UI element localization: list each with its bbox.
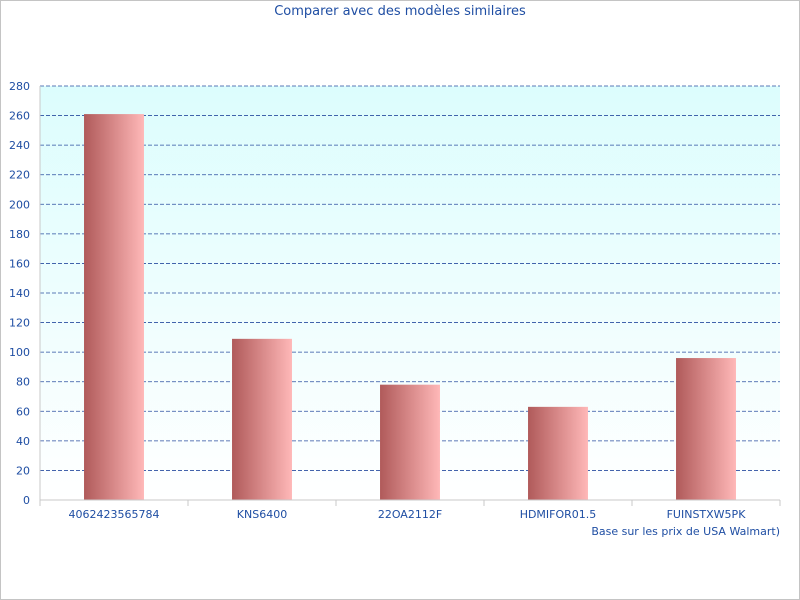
y-tick-label: 240 [9,139,30,152]
y-tick-label: 60 [16,405,30,418]
bar [676,358,736,500]
x-tick-label: HDMIFOR01.5 [520,508,597,521]
y-tick-label: 140 [9,287,30,300]
y-tick-labels: 0 20 40 60 80 100 120 140 160 180 200 220 240 260 280 [9,80,30,507]
y-tick-label: 100 [9,346,30,359]
bar [84,114,144,500]
x-axis-label: Base sur les prix de USA Walmart) [591,525,780,538]
y-tick-label: 40 [16,435,30,448]
y-tick-label: 180 [9,228,30,241]
y-tick-label: 80 [16,376,30,389]
x-tick-label: 22OA2112F [378,508,442,521]
x-tick-labels: 4062423565784 KNS6400 22OA2112F HDMIFOR01.5… [69,508,747,521]
x-tick-label: 4062423565784 [69,508,160,521]
bar [232,338,292,500]
y-tick-label: 220 [9,169,30,182]
y-tick-label: 0 [23,494,30,507]
axes [39,86,781,506]
x-tick-label: FUINSTXW5PK [667,508,747,521]
bar [528,406,588,500]
y-tick-label: 200 [9,198,30,211]
bars [84,114,736,500]
y-tick-label: 20 [16,464,30,477]
chart-title: Comparer avec des modèles similaires [274,4,526,19]
y-tick-label: 160 [9,257,30,270]
y-tick-label: 260 [9,110,30,123]
bar [380,384,440,500]
y-tick-label: 120 [9,317,30,330]
x-tick-label: KNS6400 [237,508,287,521]
y-tick-label: 280 [9,80,30,93]
